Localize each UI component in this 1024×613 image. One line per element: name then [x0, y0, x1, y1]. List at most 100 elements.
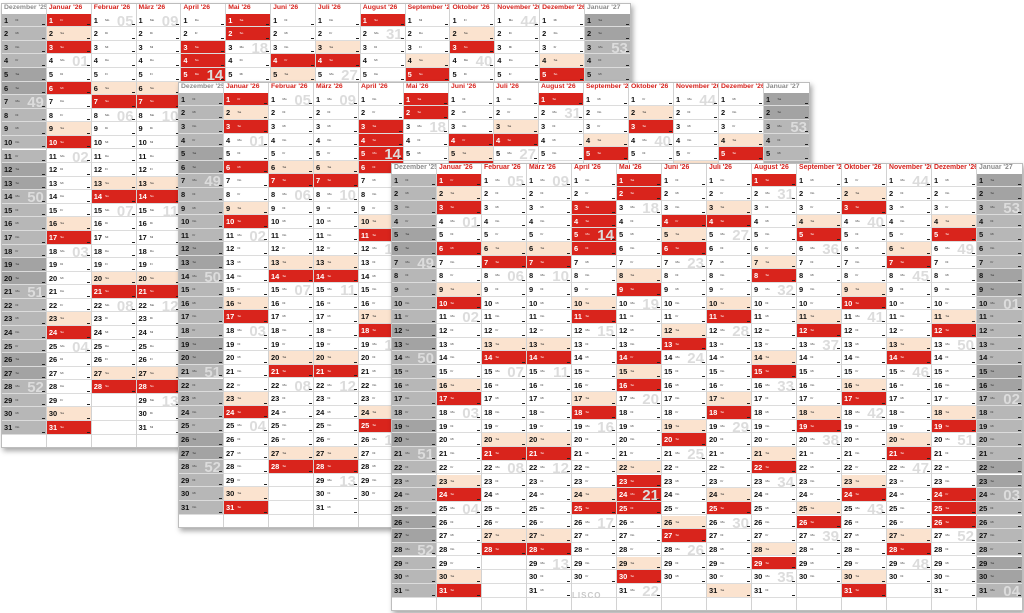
weekday-label: Sa — [540, 246, 545, 251]
row-tick — [579, 78, 583, 80]
day-row: 5 Di — [450, 68, 495, 82]
weekday-label: Do — [105, 248, 109, 253]
weekday-label: Di — [15, 17, 19, 22]
day-row: 3 So — [224, 119, 268, 134]
month-header: Mai '26 — [406, 83, 429, 90]
day-number: 4 — [541, 135, 546, 145]
day-row: 1 Do — [181, 14, 226, 28]
day-number: 5 — [394, 230, 399, 240]
weekday-label: Mo — [192, 273, 197, 278]
day-number: 25 — [439, 503, 448, 513]
day-number: 14 — [226, 271, 235, 281]
day-number: 14 — [529, 353, 538, 363]
row-tick — [882, 211, 885, 213]
row-tick — [837, 293, 840, 295]
weekday-label: Mo — [585, 232, 590, 237]
day-row: 3 Mo 18 — [617, 201, 661, 216]
row-tick — [219, 307, 222, 309]
day-number: 1 — [631, 94, 636, 104]
weekday-label: Sa — [630, 464, 635, 469]
row-tick — [657, 539, 660, 541]
row-tick — [792, 321, 795, 323]
day-number: 13 — [181, 258, 190, 268]
weekday-label: Fr — [60, 17, 64, 22]
row-tick — [837, 498, 840, 500]
week-number: 10 — [552, 268, 569, 286]
row-tick — [264, 429, 267, 431]
weekday-label: Sa — [327, 164, 332, 169]
weekday-label: Do — [585, 369, 590, 374]
row-tick — [221, 51, 225, 53]
day-number: 30 — [754, 572, 763, 582]
row-tick — [792, 348, 795, 350]
day-row: 2 Do — [540, 27, 584, 41]
row-tick — [612, 211, 615, 213]
weekday-label: Mo — [237, 137, 242, 142]
day-number: 28 — [271, 462, 280, 472]
row-tick — [837, 430, 840, 432]
day-number: 22 — [394, 462, 403, 472]
day-number: 16 — [181, 298, 190, 308]
weekday-label: Mo — [15, 99, 20, 104]
weekday-label: Di — [327, 300, 331, 305]
day-row: 5 Di — [224, 147, 268, 161]
row-tick — [309, 416, 312, 418]
weekday-label: Mi — [495, 300, 499, 305]
row-tick — [612, 498, 615, 500]
month-header: August '26 — [541, 83, 576, 90]
day-number: 1 — [766, 94, 771, 104]
day-row: 3 Mo 53 — [764, 119, 809, 135]
day-number: 28 — [394, 544, 403, 554]
weekday-label: So — [105, 384, 109, 389]
weekday-label: Fr — [687, 151, 691, 156]
row-tick — [792, 539, 795, 541]
row-tick — [477, 348, 480, 350]
day-number: 28 — [709, 544, 718, 554]
day-number: 9 — [93, 124, 98, 134]
day-number: 17 — [316, 312, 325, 322]
row-tick — [176, 37, 180, 39]
weekday-label: Do — [372, 287, 377, 292]
day-row: 1 Di — [271, 14, 315, 28]
weekday-label: Mi — [60, 180, 64, 185]
day-number: 5 — [766, 149, 771, 159]
row-tick — [624, 116, 627, 118]
weekday-label: Fr — [149, 262, 153, 267]
weekday-label: Mo — [495, 273, 500, 278]
weekday-label: Mo — [372, 246, 377, 251]
weekday-label: So — [327, 464, 332, 469]
weekday-label: Sa — [282, 164, 287, 169]
day-number: 11 — [4, 151, 12, 161]
day-number: 31 — [4, 423, 13, 433]
day-row: 4 Do — [91, 54, 136, 69]
month-header: Juli '26 — [709, 164, 732, 171]
row-tick — [400, 78, 404, 80]
day-number: 21 — [844, 449, 853, 459]
weekday-label: So — [372, 423, 377, 428]
day-number: 3 — [452, 42, 457, 52]
row-tick — [490, 78, 494, 80]
day-number: 13 — [619, 339, 628, 349]
week-number: 24 — [687, 350, 704, 368]
weekday-label: Do — [810, 191, 815, 196]
day-row: 2 Mi — [2, 27, 46, 41]
row-tick — [792, 580, 795, 582]
day-number: 30 — [48, 409, 58, 419]
row-tick — [567, 375, 570, 377]
